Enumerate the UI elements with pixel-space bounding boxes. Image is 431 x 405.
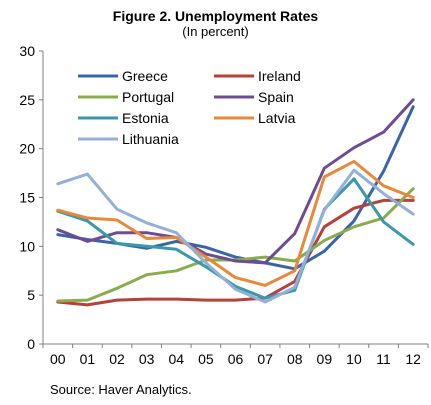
x-tick-label: 06 (228, 351, 244, 367)
y-tick-label: 10 (19, 238, 35, 254)
legend-label-estonia: Estonia (122, 110, 169, 126)
series-line-estonia (56, 177, 415, 300)
x-tick-label: 08 (287, 351, 303, 367)
x-tick-label: 10 (346, 351, 362, 367)
y-tick-label: 5 (27, 287, 35, 303)
y-tick-label: 30 (19, 43, 35, 59)
x-tick-label: 01 (80, 351, 96, 367)
legend-label-latvia: Latvia (258, 110, 296, 126)
series-line-latvia (56, 159, 415, 287)
x-tick-label: 04 (168, 351, 184, 367)
legend-label-portugal: Portugal (122, 89, 174, 105)
legend-label-spain: Spain (258, 89, 294, 105)
legend-label-ireland: Ireland (258, 68, 301, 84)
y-tick-label: 25 (19, 92, 35, 108)
x-tick-label: 07 (257, 351, 273, 367)
x-tick-label: 12 (405, 351, 421, 367)
x-tick-label: 03 (139, 351, 155, 367)
series-line-spain (56, 98, 415, 265)
x-tick-label: 00 (50, 351, 66, 367)
source-note: Source: Haver Analytics. (50, 382, 192, 397)
legend-label-lithuania: Lithuania (122, 131, 179, 147)
y-tick-label: 20 (19, 141, 35, 157)
x-tick-label: 05 (198, 351, 214, 367)
x-tick-label: 02 (109, 351, 125, 367)
series-line-lithuania (56, 168, 415, 304)
series-line-ireland (56, 198, 415, 307)
x-tick-label: 09 (317, 351, 333, 367)
y-tick-label: 0 (27, 336, 35, 352)
y-tick-label: 15 (19, 190, 35, 206)
x-tick-label: 11 (376, 351, 391, 367)
chart-title: Figure 2. Unemployment Rates (112, 8, 319, 24)
legend-label-greece: Greece (122, 68, 168, 84)
chart-subtitle: (In percent) (182, 24, 249, 39)
